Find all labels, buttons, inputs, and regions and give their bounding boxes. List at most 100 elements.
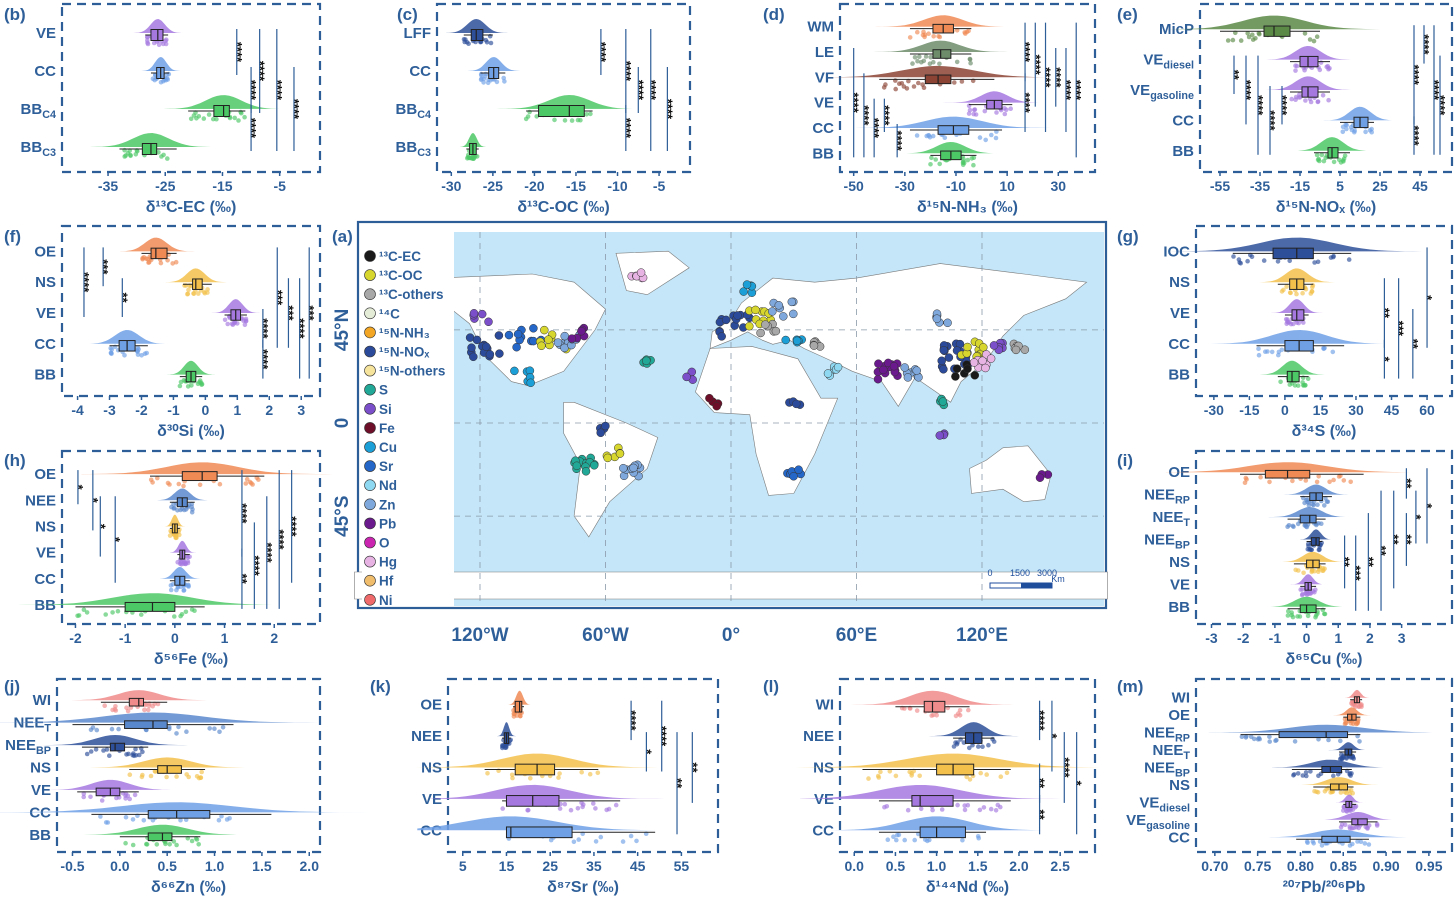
category-label: CC [409, 63, 431, 80]
significance-stars: * [639, 749, 654, 755]
data-point [127, 772, 133, 777]
category-label: VE [814, 791, 834, 808]
site-marker [717, 332, 726, 341]
data-point [1267, 739, 1272, 744]
data-point [966, 28, 971, 34]
data-point [1354, 824, 1359, 830]
data-point [881, 85, 887, 90]
data-point [122, 154, 127, 159]
data-point [194, 837, 200, 842]
site-marker [873, 374, 883, 384]
panel-label: (k) [370, 677, 391, 696]
data-point [1278, 379, 1283, 385]
data-point [196, 775, 202, 781]
box [1299, 514, 1317, 524]
map-legend: ¹³C-EC ¹³C-OC ¹³C-others ¹⁴C ¹⁵N-NH₃ ¹⁵N-NOₓ ¹… [362, 244, 454, 608]
data-point [1338, 790, 1344, 795]
legend-marker [364, 441, 376, 453]
group-3: CC [34, 330, 171, 358]
data-point [598, 834, 604, 840]
data-point [144, 350, 149, 356]
data-point [593, 806, 598, 811]
data-point [912, 837, 917, 843]
data-point [139, 612, 144, 617]
data-point [1322, 503, 1327, 508]
density-cloud [850, 690, 1014, 705]
data-point [1284, 284, 1289, 289]
site-marker [739, 287, 748, 296]
data-point [1320, 568, 1325, 573]
significance-stars: **** [287, 99, 302, 120]
x-tick-label: 60 [1419, 402, 1435, 418]
x-tick-label: -15 [1239, 402, 1259, 418]
data-point [163, 77, 169, 83]
x-tick-label: 0.0 [845, 858, 865, 874]
data-point [467, 155, 472, 161]
data-point [1279, 289, 1285, 294]
data-point [1342, 822, 1348, 828]
category-label: VEdiesel [1143, 52, 1194, 72]
data-point [165, 156, 170, 161]
data-point [1225, 38, 1231, 43]
category-label: BBC4 [396, 101, 431, 121]
site-marker [963, 342, 972, 352]
data-point [1326, 97, 1331, 103]
data-point [1317, 547, 1322, 552]
group-3: BBC3 [396, 133, 487, 161]
x-tick-label: 0.5 [157, 858, 177, 874]
site-marker [712, 401, 721, 411]
x-axis-label: δ⁶⁵Cu (‰) [1285, 651, 1362, 668]
x-tick-label: 0.70 [1201, 858, 1228, 874]
box [923, 700, 946, 713]
data-point [1303, 478, 1309, 483]
x-tick-label: -15 [1290, 178, 1310, 194]
data-point [976, 835, 981, 841]
data-point [134, 348, 140, 353]
density-cloud [155, 488, 210, 501]
category-label: VE [1170, 305, 1190, 322]
x-tick-label: -0.5 [60, 858, 84, 874]
panel-frame [1194, 449, 1454, 626]
data-point [174, 731, 179, 736]
group-0: OE [420, 690, 531, 719]
category-label: VE [31, 782, 51, 799]
category-label: BB [34, 367, 56, 384]
panel-frame [55, 677, 322, 854]
density-cloud [61, 690, 207, 701]
data-point [937, 161, 942, 167]
x-tick-label: -35 [98, 178, 118, 194]
site-marker [781, 335, 790, 345]
data-point [483, 71, 488, 77]
category-label: NS [35, 274, 56, 291]
data-point [1357, 739, 1362, 744]
data-point [170, 261, 175, 266]
box [911, 795, 954, 807]
data-point [1366, 842, 1372, 847]
data-point [88, 727, 94, 733]
legend-marker [364, 536, 376, 549]
density-cloud [0, 802, 380, 813]
data-point [1331, 773, 1336, 779]
significance-stars: * [1045, 734, 1060, 740]
data-point [588, 111, 593, 117]
density-cloud [169, 540, 198, 553]
group-4: BB [1172, 137, 1372, 165]
data-point [1303, 522, 1308, 527]
site-marker [900, 363, 909, 372]
x-axis-label: δ³⁰Si (‰) [157, 423, 225, 440]
data-point [1291, 773, 1296, 778]
data-point [189, 607, 195, 612]
data-point [604, 807, 609, 813]
data-point [1307, 37, 1313, 42]
x-tick-label: -3 [103, 402, 116, 418]
x-tick-label: -1 [1269, 630, 1282, 646]
data-point [184, 729, 189, 734]
category-label: NEET [1153, 742, 1191, 762]
category-label: OE [1168, 464, 1190, 481]
data-point [187, 554, 192, 560]
scale-label: 0 [987, 568, 992, 578]
group-1: NEET [0, 712, 331, 736]
group-3: CC [1172, 106, 1395, 135]
category-label: CC [1168, 336, 1190, 353]
x-tick-label: -20 [524, 178, 544, 194]
